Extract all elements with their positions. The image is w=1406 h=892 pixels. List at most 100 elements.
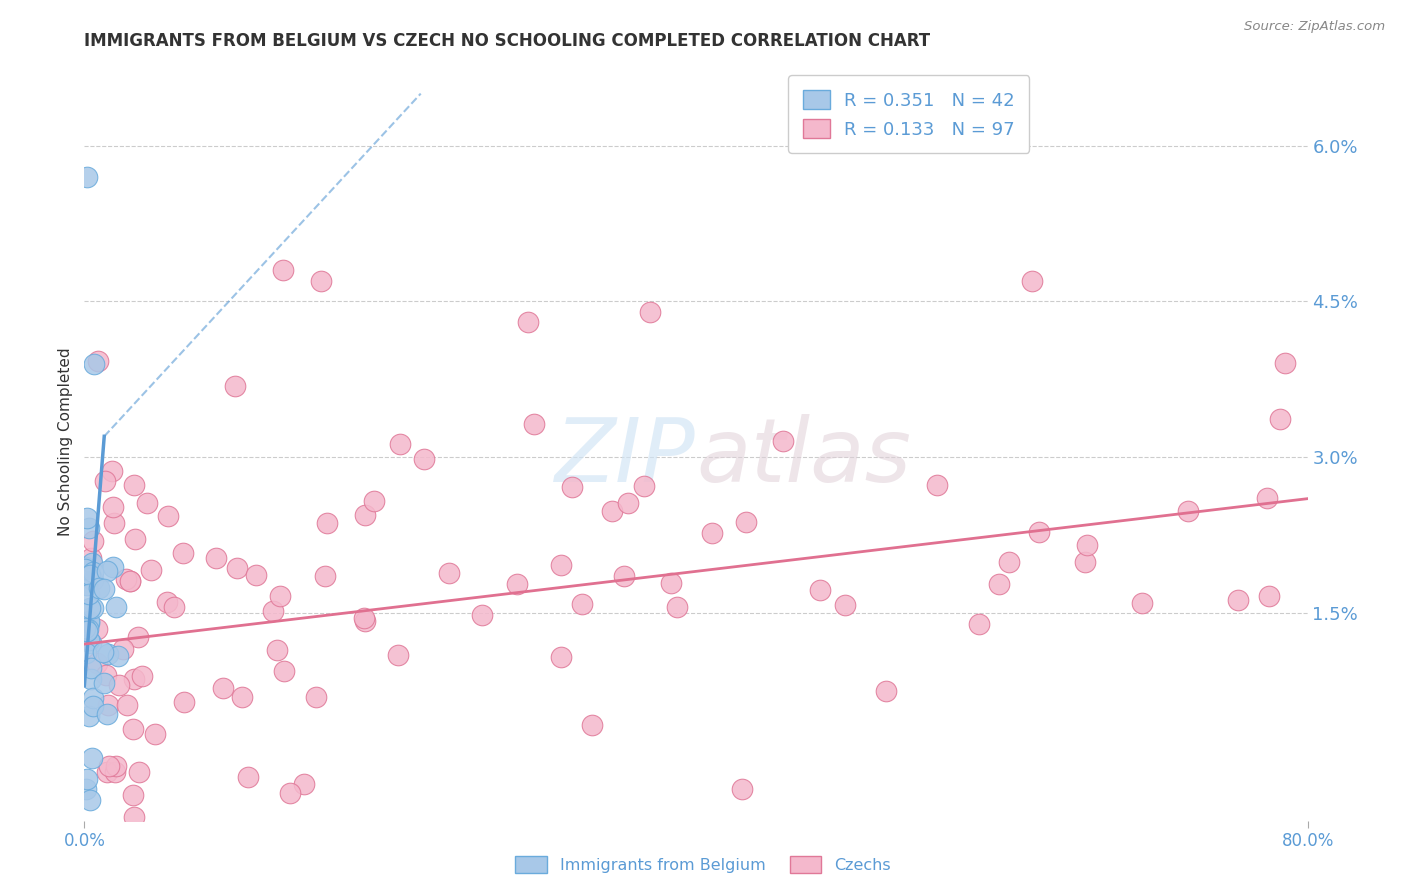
Point bbox=[80, 673, 103, 687]
Point bbox=[82, 601, 104, 615]
Y-axis label: No Schooling Completed: No Schooling Completed bbox=[58, 347, 73, 536]
Point bbox=[269, 589, 291, 603]
Legend: R = 0.351   N = 42, R = 0.133   N = 97: R = 0.351 N = 42, R = 0.133 N = 97 bbox=[789, 75, 1029, 153]
Point bbox=[131, 669, 153, 683]
Point bbox=[231, 690, 253, 704]
Point bbox=[363, 493, 385, 508]
Point bbox=[107, 648, 129, 663]
Point bbox=[122, 789, 145, 803]
Point bbox=[506, 576, 529, 591]
Point bbox=[91, 645, 114, 659]
Point bbox=[80, 556, 103, 570]
Point bbox=[82, 690, 104, 705]
Point bbox=[1226, 593, 1249, 607]
Point bbox=[967, 617, 990, 632]
Point bbox=[75, 646, 97, 660]
Point bbox=[101, 560, 124, 574]
Point bbox=[353, 610, 375, 624]
Point bbox=[156, 595, 179, 609]
Point bbox=[172, 546, 194, 560]
Point bbox=[516, 315, 538, 329]
Point bbox=[141, 563, 163, 577]
Point bbox=[76, 169, 98, 184]
Point bbox=[735, 515, 758, 529]
Point bbox=[80, 551, 103, 566]
Point bbox=[77, 622, 100, 636]
Point bbox=[173, 695, 195, 709]
Point bbox=[665, 600, 688, 615]
Point bbox=[96, 707, 118, 722]
Point bbox=[87, 353, 110, 368]
Point bbox=[76, 578, 98, 592]
Point bbox=[314, 569, 336, 583]
Point bbox=[93, 474, 115, 488]
Point bbox=[98, 759, 121, 773]
Point bbox=[613, 569, 636, 583]
Point bbox=[156, 508, 179, 523]
Point bbox=[135, 496, 157, 510]
Point bbox=[80, 751, 103, 765]
Point bbox=[121, 722, 143, 736]
Point bbox=[305, 690, 328, 704]
Point bbox=[1021, 274, 1043, 288]
Point bbox=[808, 583, 831, 598]
Point bbox=[77, 615, 100, 630]
Point bbox=[76, 511, 98, 525]
Point bbox=[659, 576, 682, 591]
Point bbox=[163, 599, 186, 614]
Point bbox=[83, 357, 105, 371]
Point bbox=[875, 684, 897, 698]
Point bbox=[571, 597, 593, 611]
Point bbox=[79, 632, 101, 647]
Point bbox=[86, 622, 108, 636]
Point bbox=[86, 657, 108, 671]
Point bbox=[225, 561, 247, 575]
Point bbox=[354, 508, 377, 522]
Point bbox=[122, 810, 145, 824]
Point bbox=[925, 477, 948, 491]
Point bbox=[731, 782, 754, 797]
Point bbox=[77, 709, 100, 723]
Point bbox=[413, 452, 436, 467]
Point bbox=[104, 599, 127, 614]
Point bbox=[262, 604, 284, 618]
Point bbox=[76, 772, 98, 786]
Point bbox=[245, 568, 267, 582]
Point bbox=[1257, 590, 1279, 604]
Point bbox=[77, 521, 100, 535]
Point bbox=[96, 764, 118, 779]
Point bbox=[266, 643, 288, 657]
Point bbox=[388, 437, 411, 451]
Point bbox=[104, 759, 127, 773]
Point bbox=[316, 516, 339, 531]
Point bbox=[115, 572, 138, 586]
Point bbox=[143, 727, 166, 741]
Point bbox=[292, 777, 315, 791]
Point bbox=[93, 676, 115, 690]
Point bbox=[101, 465, 124, 479]
Point bbox=[124, 533, 146, 547]
Point bbox=[122, 478, 145, 492]
Point bbox=[76, 624, 98, 638]
Point bbox=[271, 263, 294, 277]
Point bbox=[772, 434, 794, 448]
Point bbox=[79, 600, 101, 615]
Point bbox=[998, 555, 1021, 569]
Point bbox=[1076, 538, 1098, 552]
Point bbox=[561, 480, 583, 494]
Point bbox=[115, 698, 138, 712]
Point bbox=[471, 608, 494, 623]
Point bbox=[82, 565, 104, 579]
Point bbox=[1256, 491, 1278, 505]
Point bbox=[633, 479, 655, 493]
Point bbox=[103, 516, 125, 530]
Point bbox=[1130, 596, 1153, 610]
Text: IMMIGRANTS FROM BELGIUM VS CZECH NO SCHOOLING COMPLETED CORRELATION CHART: IMMIGRANTS FROM BELGIUM VS CZECH NO SCHO… bbox=[84, 32, 931, 50]
Text: Source: ZipAtlas.com: Source: ZipAtlas.com bbox=[1244, 20, 1385, 33]
Point bbox=[437, 566, 460, 580]
Point bbox=[274, 856, 297, 871]
Point bbox=[523, 417, 546, 431]
Point bbox=[212, 681, 235, 696]
Point bbox=[107, 678, 129, 692]
Point bbox=[77, 615, 100, 629]
